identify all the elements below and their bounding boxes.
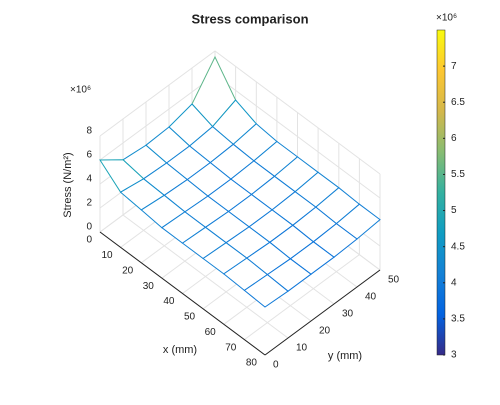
y-tick-label: 0 (273, 360, 279, 371)
z-multiplier: ×10⁶ (70, 85, 91, 96)
y-tick-label: 50 (388, 275, 400, 286)
colorbar-tick-label: 5.5 (451, 169, 465, 180)
colorbar-multiplier: ×10⁶ (436, 13, 457, 24)
x-axis (99, 231, 266, 356)
colorbar-tick-label: 6 (451, 133, 457, 144)
colorbar-tick-label: 3 (451, 350, 457, 361)
colorbar-tick-label: 6.5 (451, 97, 465, 108)
x-axis-label: x (mm) (163, 344, 197, 356)
x-tick-label: 10 (102, 250, 114, 261)
x-tick-label: 0 (86, 235, 92, 246)
y-tick-label: 10 (296, 343, 308, 354)
y-tick-label: 20 (319, 326, 331, 337)
z-tick-label: 0 (86, 222, 92, 233)
y-axis-label: y (mm) (328, 350, 362, 362)
mesh-face (243, 273, 289, 308)
z-tick-label: 4 (86, 174, 92, 185)
grid-line (122, 119, 289, 339)
x-tick-label: 70 (225, 342, 237, 353)
chart-title: Stress comparison (191, 11, 308, 26)
z-tick-label: 8 (86, 126, 92, 137)
y-axis (264, 269, 381, 356)
colorbar-tick-label: 5 (451, 205, 457, 216)
y-tick-label: 40 (365, 292, 377, 303)
colorbar-tick-label: 4.5 (451, 241, 465, 252)
x-tick-label: 80 (246, 358, 258, 369)
z-axis-label: Stress (N/m²) (62, 152, 74, 217)
colorbar-tick-label: 7 (451, 61, 457, 72)
z-tick-label: 6 (86, 150, 92, 161)
colorbar (436, 29, 446, 356)
colorbar-tick-label: 4 (451, 277, 457, 288)
y-tick-label: 30 (342, 309, 354, 320)
x-tick-label: 40 (163, 296, 175, 307)
x-tick-label: 60 (205, 327, 217, 338)
x-tick-label: 50 (184, 312, 196, 323)
z-tick-label: 2 (86, 198, 92, 209)
colorbar-tick-label: 3.5 (451, 314, 465, 325)
x-tick-label: 30 (143, 281, 155, 292)
x-tick-label: 20 (122, 265, 134, 276)
